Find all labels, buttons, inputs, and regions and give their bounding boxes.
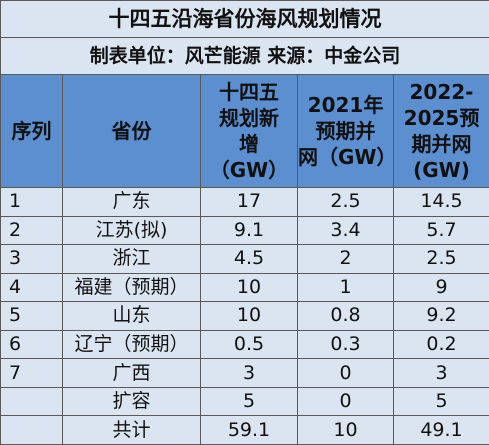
cell: 1 [0, 187, 63, 217]
header-line: 序列 [11, 119, 52, 143]
cell: 福建（预期） [62, 272, 201, 303]
data-row: 3 浙江 4.5 2 2.5 [0, 244, 489, 274]
header-line: 增 [239, 132, 259, 156]
data-row: 扩容 5 0 5 [0, 386, 489, 417]
cell: 0.3 [297, 329, 394, 360]
cell: 0 [297, 386, 394, 417]
cell: 5 [200, 386, 298, 417]
cell: 4.5 [200, 244, 298, 274]
header-line: 2022- [409, 80, 474, 104]
cell: 2.5 [392, 244, 489, 274]
cell: 5 [0, 301, 63, 331]
cell: 10 [200, 272, 298, 303]
cell: 2 [0, 215, 63, 246]
cell: 广东 [62, 187, 201, 217]
cell: 0.8 [297, 301, 394, 331]
cell: 3 [200, 358, 298, 388]
header-line: 网（GW） [298, 145, 394, 169]
header-line: 规划新 [219, 106, 279, 130]
header-line: 期并网 [411, 132, 472, 156]
cell: 共计 [62, 415, 201, 445]
data-row: 4 福建（预期） 10 1 9 [0, 272, 489, 303]
data-row: 5 山东 10 0.8 9.2 [0, 301, 489, 331]
data-row: 1 广东 17 2.5 14.5 [0, 187, 489, 217]
cell: 0.2 [392, 329, 489, 360]
cell: 1 [297, 272, 394, 303]
header-row: 序列 省份 十四五 规划新增（GW） 2021年 预期并 网（GW） 2022- 2025预 期并… [0, 74, 489, 188]
header-cell: 序列 [0, 74, 63, 188]
cell: 10 [200, 301, 298, 331]
header-line: 2025预 [403, 106, 480, 130]
cell: 14.5 [392, 187, 489, 217]
cell: 浙江 [62, 244, 201, 274]
cell: 3 [392, 358, 489, 388]
data-row: 6 辽宁（预期） 0.5 0.3 0.2 [0, 329, 489, 360]
header-line: 预期并 [315, 119, 376, 143]
header-line: (GW) [413, 158, 470, 182]
cell: 5.7 [392, 215, 489, 246]
subtitle: 制表单位：风芒能源 来源：中金公司 [0, 37, 489, 75]
cell: 扩容 [62, 386, 201, 417]
header-cell: 省份 [62, 74, 201, 188]
cell [0, 386, 63, 417]
cell: 江苏(拟) [62, 215, 201, 246]
cell: 49.1 [392, 415, 489, 445]
cell: 3 [0, 244, 63, 274]
cell: 山东 [62, 301, 201, 331]
header-cell: 2021年 预期并 网（GW） [297, 74, 394, 188]
title: 十四五沿海省份海风规划情况 [0, 0, 489, 38]
header-line: 省份 [111, 119, 152, 143]
header-line: 2021年 [307, 93, 384, 117]
cell: 59.1 [200, 415, 298, 445]
cell: 4 [0, 272, 63, 303]
header-cell: 十四五 规划新增（GW） [200, 74, 298, 188]
header-line: （GW） [209, 158, 289, 182]
data-row: 共计 59.1 10 49.1 [0, 415, 489, 445]
cell: 17 [200, 187, 298, 217]
cell: 0 [297, 358, 394, 388]
cell: 辽宁（预期） [62, 329, 201, 360]
cell [0, 415, 63, 445]
header-cell: 2022- 2025预 期并网 (GW) [392, 74, 489, 188]
cell: 3.4 [297, 215, 394, 246]
cell: 9 [392, 272, 489, 303]
cell: 0.5 [200, 329, 298, 360]
cell: 6 [0, 329, 63, 360]
cell: 2 [297, 244, 394, 274]
cell: 9.2 [392, 301, 489, 331]
cell: 10 [297, 415, 394, 445]
data-row: 2 江苏(拟) 9.1 3.4 5.7 [0, 215, 489, 246]
data-row: 7 广西 3 0 3 [0, 358, 489, 388]
cell: 5 [392, 386, 489, 417]
cell: 广西 [62, 358, 201, 388]
cell: 7 [0, 358, 63, 388]
cell: 9.1 [200, 215, 298, 246]
cell: 2.5 [297, 187, 394, 217]
header-line: 十四五 [219, 80, 279, 104]
